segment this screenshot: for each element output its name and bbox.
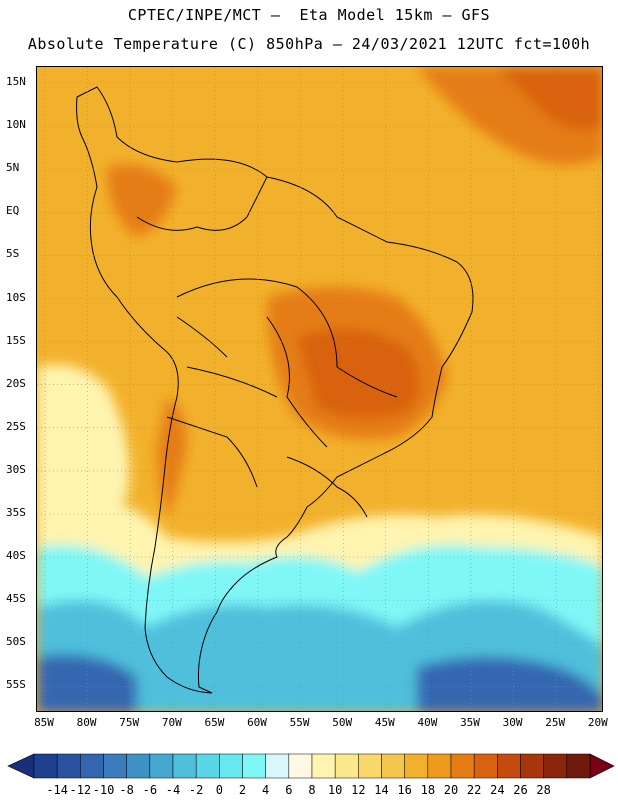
colorbar-label: -4: [165, 783, 181, 797]
longitude-label: 20W: [587, 716, 608, 729]
colorbar-swatch: [427, 753, 452, 779]
colorbar-swatch: [56, 753, 81, 779]
longitude-label: 30W: [502, 716, 523, 729]
colorbar-label: 2: [238, 783, 247, 797]
colorbar-label: -6: [142, 783, 158, 797]
longitude-label: 60W: [247, 716, 267, 729]
latitude-label: 30S: [6, 462, 26, 476]
latitude-label: 10N: [6, 118, 26, 132]
longitude-label: 55W: [289, 716, 310, 729]
colorbar-label: -10: [92, 783, 115, 797]
latitude-label: 25S: [6, 419, 26, 433]
colorbar-swatch: [520, 753, 544, 779]
latitude-label: 15N: [6, 75, 26, 88]
colorbar-label: 28: [536, 783, 551, 797]
colorbar-swatch: [172, 753, 197, 779]
temperature-map: [37, 67, 602, 711]
latitude-label: 10S: [6, 290, 26, 304]
longitude-label: 85W: [34, 716, 54, 729]
colorbar-swatch: [543, 753, 568, 779]
latitude-label: 5N: [6, 161, 20, 175]
colorbar-swatch: [149, 753, 174, 779]
latitude-label: EQ: [6, 204, 20, 218]
colorbar-label: -12: [69, 783, 92, 797]
colorbar-label: 14: [374, 783, 389, 797]
latitude-label: 40S: [6, 549, 26, 563]
colorbar-label: 16: [397, 783, 412, 797]
coastline: [76, 86, 474, 694]
colorbar-swatch: [404, 753, 429, 779]
colorbar-low-arrow: [7, 753, 35, 779]
chart-title-line1: CPTEC/INPE/MCT – Eta Model 15km – GFS: [127, 6, 491, 24]
colorbar-label: 0: [215, 783, 223, 797]
latitude-label: 20S: [6, 376, 26, 390]
colorbar-swatch: [33, 753, 58, 779]
colorbar-swatch: [126, 753, 151, 779]
colorbar-label: 26: [513, 783, 528, 797]
longitude-label: 80W: [76, 716, 97, 729]
colorbar-label: 20: [443, 783, 459, 797]
colorbar-swatch: [473, 753, 498, 779]
chart-title-line2: Absolute Temperature (C) 850hPa – 24/03/…: [27, 35, 591, 53]
colorbar-label: -8: [119, 783, 134, 797]
colorbar-label: 4: [262, 783, 270, 797]
colorbar-label: 8: [308, 783, 316, 797]
colorbar-swatch: [80, 753, 104, 779]
colorbar-swatch: [288, 753, 313, 779]
longitude-label: 50W: [332, 716, 353, 729]
colorbar-label: 18: [420, 783, 436, 797]
temperature-field: [37, 67, 602, 711]
colorbar-swatch: [219, 753, 243, 779]
colorbar-label: 10: [327, 783, 343, 797]
colorbar: [7, 753, 615, 779]
colorbar-high-arrow: [589, 753, 615, 779]
longitude-label: 75W: [119, 716, 140, 729]
colorbar-swatch: [195, 753, 220, 779]
colorbar-label: -14: [46, 783, 68, 797]
colorbar-label: 6: [285, 783, 293, 797]
colorbar-swatch: [381, 753, 405, 779]
colorbar-label: 24: [490, 783, 505, 797]
colorbar-swatch: [265, 753, 290, 779]
latitude-label: 45S: [6, 592, 26, 606]
longitude-label: 65W: [204, 716, 225, 729]
latitude-label: 50S: [6, 635, 26, 649]
colorbar-label: 22: [466, 783, 482, 797]
longitude-label: 35W: [460, 716, 480, 729]
longitude-label: 70W: [161, 716, 182, 729]
colorbar-swatch: [566, 753, 591, 779]
map-grid: [37, 67, 602, 711]
colorbar-swatch: [497, 753, 521, 779]
latitude-label: 15S: [6, 333, 26, 347]
colorbar-swatch: [311, 753, 336, 779]
latitude-label: 5S: [6, 247, 20, 261]
colorbar-swatch: [103, 753, 127, 779]
colorbar-swatch: [358, 753, 382, 779]
colorbar-swatch: [242, 753, 266, 779]
longitude-label: 40W: [417, 716, 438, 729]
colorbar-swatch: [334, 753, 359, 779]
longitude-label: 25W: [545, 716, 566, 729]
colorbar-swatch: [450, 753, 475, 779]
latitude-label: 55S: [6, 678, 26, 692]
longitude-label: 45W: [374, 716, 395, 729]
colorbar-label: -2: [188, 783, 204, 797]
latitude-label: 35S: [6, 506, 26, 519]
colorbar-label: 12: [351, 783, 366, 797]
map-area: [36, 66, 603, 712]
